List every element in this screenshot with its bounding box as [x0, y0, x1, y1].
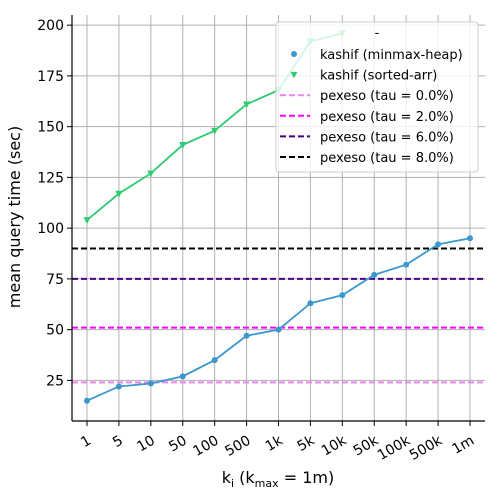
legend-label: kashif (sorted-arr) — [320, 69, 437, 84]
x-axis-label-rest: = 1m) — [279, 468, 335, 487]
data-point — [147, 380, 154, 387]
data-point — [211, 357, 218, 364]
data-point — [307, 300, 314, 307]
legend-label: pexeso (tau = 6.0%) — [320, 130, 454, 145]
data-point — [115, 190, 123, 198]
legend-label: pexeso (tau = 2.0%) — [320, 110, 454, 125]
y-tick-label: 150 — [37, 120, 64, 136]
y-tick-label: 75 — [46, 272, 64, 288]
data-point — [435, 241, 442, 248]
y-axis-label: mean query time (sec) — [5, 126, 24, 308]
y-tick-label: 50 — [46, 323, 64, 339]
data-point — [403, 261, 410, 268]
data-point — [275, 326, 282, 333]
legend-label: pexeso (tau = 8.0%) — [320, 151, 454, 166]
x-tick-label: 100k — [375, 432, 414, 464]
x-tick-label: 1m — [449, 433, 477, 458]
x-tick-label: 1k — [263, 432, 287, 455]
y-tick-label: 125 — [37, 170, 64, 186]
x-tick-label: 10 — [134, 433, 157, 456]
y-tick-label: 100 — [37, 221, 64, 237]
data-point — [211, 127, 219, 135]
y-tick-label: 175 — [37, 69, 64, 85]
x-tick-label: 1 — [78, 433, 94, 451]
y-tick-label: 25 — [46, 373, 64, 389]
data-point — [179, 373, 186, 380]
x-tick-label: 500k — [407, 432, 446, 464]
legend-label: kashif (minmax-heap) — [320, 48, 463, 63]
x-tick-label: 500 — [222, 433, 253, 460]
x-axis-label-max-sub: max — [255, 477, 279, 490]
y-tick-labels: 25 50 75 100 125 150 175 200 — [37, 18, 64, 389]
legend-title: - — [375, 26, 380, 41]
data-point — [115, 383, 122, 390]
legend-label: pexeso (tau = 0.0%) — [320, 89, 454, 104]
x-tick-label: 100 — [191, 433, 222, 460]
data-point — [84, 397, 90, 404]
legend-marker — [290, 71, 298, 79]
x-axis-label-paren: (k — [234, 468, 255, 487]
x-axis-label: ki (kmax = 1m) — [222, 468, 334, 490]
y-tick-label: 200 — [37, 18, 64, 34]
legend-marker — [291, 51, 297, 57]
x-tick-label: 5 — [110, 433, 126, 451]
reference-lines — [72, 247, 485, 384]
data-point — [147, 170, 155, 178]
data-point — [242, 101, 251, 109]
data-point — [83, 217, 91, 224]
axes — [67, 15, 485, 426]
x-tick-label: 5k — [295, 432, 319, 455]
x-tick-label: 10k — [319, 432, 350, 459]
x-axis-label-base: k — [222, 468, 232, 487]
data-point — [339, 292, 346, 299]
data-point — [371, 271, 378, 278]
data-point — [467, 235, 473, 242]
data-point — [179, 142, 187, 149]
legend: - kashif (minmax-heap) kashif (sorted-arr… — [275, 21, 479, 173]
legend-items: kashif (minmax-heap) kashif (sorted-arr) p… — [280, 48, 463, 166]
data-point — [243, 332, 250, 339]
legend-box — [275, 21, 479, 173]
x-axis-label-sub: i — [231, 477, 234, 490]
x-tick-label: 50 — [166, 433, 189, 456]
